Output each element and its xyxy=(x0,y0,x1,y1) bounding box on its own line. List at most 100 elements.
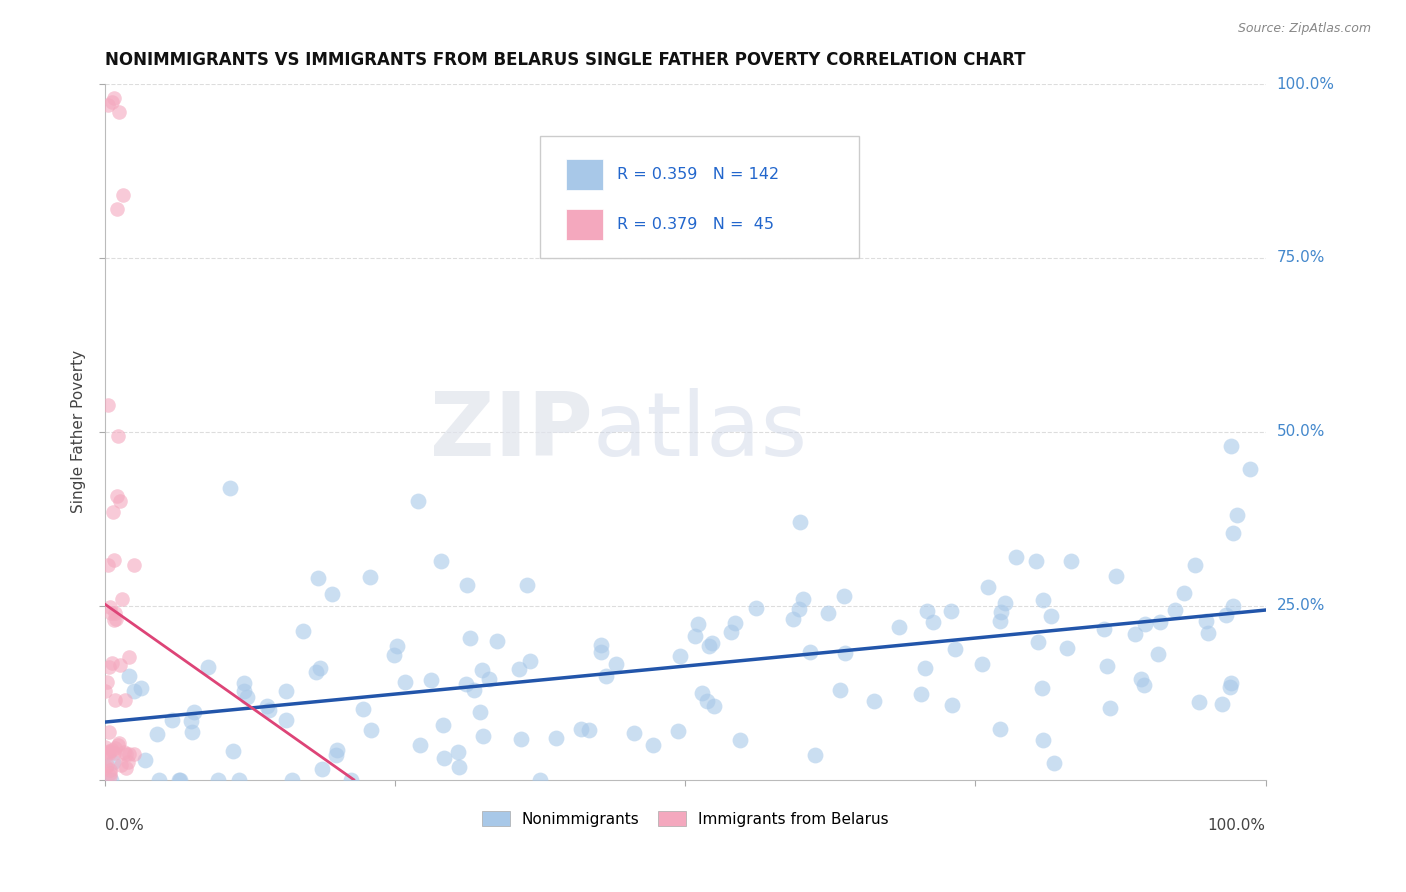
Point xyxy=(97,725,120,739)
Point xyxy=(799,644,821,658)
Point xyxy=(782,612,804,626)
Point xyxy=(408,494,430,508)
Point xyxy=(111,591,134,606)
Text: R = 0.359   N = 142: R = 0.359 N = 142 xyxy=(617,167,779,182)
Point xyxy=(382,648,405,663)
Point xyxy=(325,747,347,762)
Point xyxy=(696,694,718,708)
Point xyxy=(1222,525,1244,540)
Point xyxy=(914,661,936,675)
Point xyxy=(105,489,128,503)
Point xyxy=(943,642,966,657)
Point xyxy=(104,693,127,707)
Point xyxy=(1056,640,1078,655)
Point xyxy=(305,665,328,679)
Point xyxy=(578,723,600,737)
FancyBboxPatch shape xyxy=(540,136,859,258)
Point xyxy=(108,494,131,508)
Point xyxy=(108,104,131,119)
Point xyxy=(690,686,713,700)
Point xyxy=(394,674,416,689)
Point xyxy=(360,723,382,737)
Point xyxy=(939,604,962,618)
Point xyxy=(789,515,811,529)
Point xyxy=(122,558,145,572)
Point xyxy=(1147,647,1170,661)
Point xyxy=(118,650,141,665)
Point xyxy=(103,553,125,567)
Point xyxy=(941,698,963,712)
Point xyxy=(257,702,280,716)
Point xyxy=(728,733,751,747)
Y-axis label: Single Father Poverty: Single Father Poverty xyxy=(72,351,86,514)
Point xyxy=(100,772,122,787)
Point xyxy=(1133,617,1156,632)
Point xyxy=(458,631,481,645)
Point xyxy=(112,745,135,759)
Bar xyxy=(565,210,603,240)
Point xyxy=(830,682,852,697)
Point xyxy=(107,738,129,752)
Point xyxy=(222,744,245,758)
Point xyxy=(1211,697,1233,711)
Point xyxy=(433,750,456,764)
Point xyxy=(1026,635,1049,649)
Point xyxy=(804,747,827,762)
Point xyxy=(235,690,257,705)
Legend: Nonimmigrants, Immigrants from Belarus: Nonimmigrants, Immigrants from Belarus xyxy=(478,806,893,831)
Point xyxy=(118,747,141,761)
Point xyxy=(623,726,645,740)
Point xyxy=(180,714,202,728)
Point xyxy=(124,684,146,698)
Point xyxy=(359,569,381,583)
Point xyxy=(666,723,689,738)
Point xyxy=(101,505,124,519)
Point xyxy=(104,606,127,620)
Point xyxy=(1092,622,1115,636)
Point xyxy=(117,755,139,769)
Point xyxy=(118,669,141,683)
Point xyxy=(281,772,304,787)
Point xyxy=(1195,614,1218,628)
Point xyxy=(1219,675,1241,690)
Point xyxy=(291,624,314,638)
Point xyxy=(94,740,117,755)
Point xyxy=(96,757,118,772)
Point xyxy=(994,595,1017,609)
Text: 25.0%: 25.0% xyxy=(1277,599,1324,613)
Point xyxy=(148,772,170,787)
Point xyxy=(792,591,814,606)
Point xyxy=(1184,558,1206,572)
Text: 100.0%: 100.0% xyxy=(1208,818,1265,833)
Point xyxy=(180,725,202,739)
Point xyxy=(817,607,839,621)
Point xyxy=(1031,681,1053,695)
Point xyxy=(1226,508,1249,523)
Point xyxy=(1173,586,1195,600)
Point xyxy=(101,743,124,757)
Point xyxy=(169,772,191,787)
Point xyxy=(529,772,551,787)
Point xyxy=(787,602,810,616)
Point xyxy=(110,658,132,673)
Point xyxy=(970,657,993,672)
Point xyxy=(988,614,1011,628)
Point xyxy=(463,683,485,698)
Point xyxy=(1149,615,1171,629)
Point xyxy=(456,577,478,591)
Point xyxy=(977,580,1000,594)
Point xyxy=(98,744,121,758)
Point xyxy=(447,759,470,773)
Point xyxy=(468,705,491,719)
Point xyxy=(988,723,1011,737)
Point xyxy=(94,760,117,774)
Point xyxy=(97,660,120,674)
Text: 100.0%: 100.0% xyxy=(1277,77,1334,92)
Point xyxy=(1215,607,1237,622)
Point xyxy=(167,772,190,787)
Point xyxy=(1025,554,1047,568)
Point xyxy=(97,745,120,759)
Point xyxy=(915,604,938,618)
Point xyxy=(1132,678,1154,692)
Point xyxy=(832,589,855,603)
